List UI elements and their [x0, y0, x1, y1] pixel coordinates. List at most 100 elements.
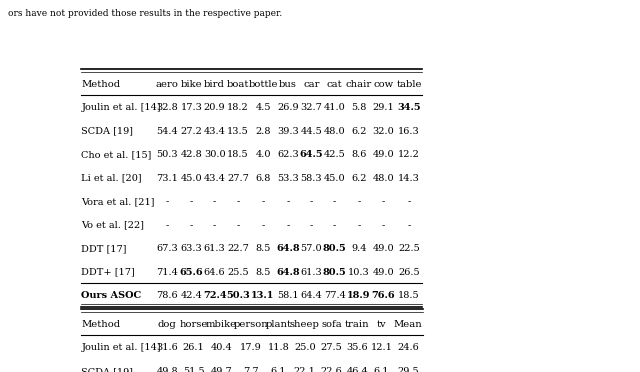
Text: 10.3: 10.3: [348, 268, 370, 277]
Text: DDT [17]: DDT [17]: [81, 244, 127, 253]
Text: 12.2: 12.2: [398, 150, 420, 159]
Text: 49.7: 49.7: [211, 367, 232, 372]
Text: cow: cow: [374, 80, 394, 89]
Text: 50.3: 50.3: [157, 150, 178, 159]
Text: 77.4: 77.4: [324, 291, 346, 300]
Text: 22.7: 22.7: [227, 244, 249, 253]
Text: -: -: [236, 197, 239, 206]
Text: -: -: [357, 197, 360, 206]
Text: 18.5: 18.5: [227, 150, 249, 159]
Text: 29.1: 29.1: [372, 103, 394, 112]
Text: 16.3: 16.3: [398, 127, 420, 136]
Text: Joulin et al. [14]: Joulin et al. [14]: [81, 103, 161, 112]
Text: 49.8: 49.8: [157, 367, 178, 372]
Text: 58.3: 58.3: [301, 174, 322, 183]
Text: 64.8: 64.8: [276, 268, 300, 277]
Text: 80.5: 80.5: [323, 244, 347, 253]
Text: 26.5: 26.5: [398, 268, 420, 277]
Text: -: -: [261, 197, 265, 206]
Text: 6.2: 6.2: [351, 174, 367, 183]
Text: 32.8: 32.8: [156, 103, 178, 112]
Text: -: -: [333, 197, 337, 206]
Text: 51.5: 51.5: [183, 367, 204, 372]
Text: 11.8: 11.8: [268, 343, 289, 352]
Text: 64.4: 64.4: [301, 291, 323, 300]
Text: sheep: sheep: [290, 320, 319, 329]
Text: 27.5: 27.5: [321, 343, 342, 352]
Text: 32.0: 32.0: [372, 127, 394, 136]
Text: sofa: sofa: [321, 320, 342, 329]
Text: -: -: [213, 197, 216, 206]
Text: -: -: [213, 221, 216, 230]
Text: 35.6: 35.6: [346, 343, 368, 352]
Text: 30.0: 30.0: [204, 150, 225, 159]
Text: -: -: [189, 197, 193, 206]
Text: 6.8: 6.8: [255, 174, 271, 183]
Text: 14.3: 14.3: [398, 174, 420, 183]
Text: tv: tv: [377, 320, 387, 329]
Text: 76.6: 76.6: [372, 291, 396, 300]
Text: 6.2: 6.2: [351, 127, 367, 136]
Text: -: -: [189, 221, 193, 230]
Text: 64.6: 64.6: [204, 268, 225, 277]
Text: 58.1: 58.1: [277, 291, 299, 300]
Text: horse: horse: [179, 320, 208, 329]
Text: SCDA [19]: SCDA [19]: [81, 127, 134, 136]
Text: -: -: [166, 221, 169, 230]
Text: 17.3: 17.3: [180, 103, 202, 112]
Text: 45.0: 45.0: [180, 174, 202, 183]
Text: 42.8: 42.8: [180, 150, 202, 159]
Text: 63.3: 63.3: [180, 244, 202, 253]
Text: -: -: [236, 221, 239, 230]
Text: 45.0: 45.0: [324, 174, 346, 183]
Text: Cho et al. [15]: Cho et al. [15]: [81, 150, 152, 159]
Text: 42.5: 42.5: [324, 150, 346, 159]
Text: -: -: [382, 197, 385, 206]
Text: 18.9: 18.9: [347, 291, 371, 300]
Text: -: -: [310, 221, 313, 230]
Text: dog: dog: [158, 320, 177, 329]
Text: cat: cat: [327, 80, 342, 89]
Text: 22.5: 22.5: [398, 244, 420, 253]
Text: 29.5: 29.5: [397, 367, 419, 372]
Text: 20.9: 20.9: [204, 103, 225, 112]
Text: 64.8: 64.8: [276, 244, 300, 253]
Text: 49.0: 49.0: [372, 150, 394, 159]
Text: 27.2: 27.2: [180, 127, 202, 136]
Text: -: -: [310, 197, 313, 206]
Text: 72.4: 72.4: [203, 291, 227, 300]
Text: ors have not provided those results in the respective paper.: ors have not provided those results in t…: [8, 9, 282, 18]
Text: table: table: [396, 80, 422, 89]
Text: 26.9: 26.9: [277, 103, 299, 112]
Text: 48.0: 48.0: [324, 127, 346, 136]
Text: Vo et al. [22]: Vo et al. [22]: [81, 221, 145, 230]
Text: -: -: [382, 221, 385, 230]
Text: -: -: [357, 221, 360, 230]
Text: 34.5: 34.5: [397, 103, 421, 112]
Text: Li et al. [20]: Li et al. [20]: [81, 174, 142, 183]
Text: -: -: [166, 197, 169, 206]
Text: bottle: bottle: [248, 80, 278, 89]
Text: bird: bird: [204, 80, 225, 89]
Text: 42.4: 42.4: [180, 291, 202, 300]
Text: 18.2: 18.2: [227, 103, 249, 112]
Text: 80.5: 80.5: [323, 268, 347, 277]
Text: train: train: [345, 320, 369, 329]
Text: bus: bus: [279, 80, 297, 89]
Text: 39.3: 39.3: [277, 127, 299, 136]
Text: 61.3: 61.3: [204, 244, 225, 253]
Text: person: person: [233, 320, 268, 329]
Text: 27.7: 27.7: [227, 174, 249, 183]
Text: Method: Method: [81, 80, 120, 89]
Text: 31.6: 31.6: [156, 343, 178, 352]
Text: 8.5: 8.5: [255, 268, 271, 277]
Text: 49.0: 49.0: [372, 244, 394, 253]
Text: car: car: [303, 80, 319, 89]
Text: 43.4: 43.4: [204, 127, 226, 136]
Text: 57.0: 57.0: [301, 244, 322, 253]
Text: 78.6: 78.6: [157, 291, 178, 300]
Text: 22.6: 22.6: [321, 367, 342, 372]
Text: Joulin et al. [14]: Joulin et al. [14]: [81, 343, 161, 352]
Text: Method: Method: [81, 320, 120, 329]
Text: -: -: [408, 197, 411, 206]
